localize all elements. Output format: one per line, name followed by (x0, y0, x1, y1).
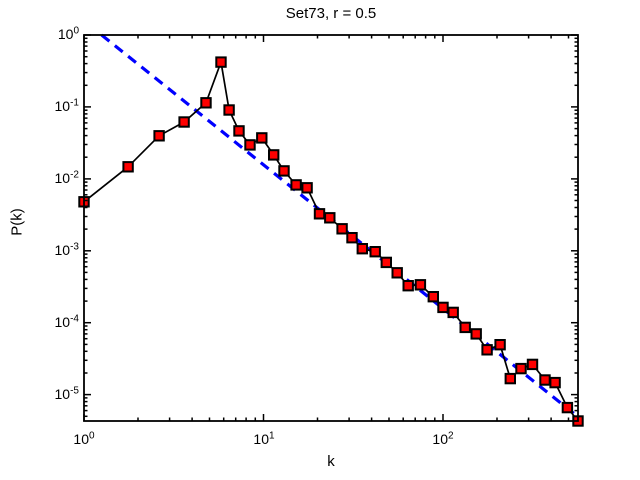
data-marker (481, 344, 493, 356)
data-marker (324, 212, 336, 224)
data-marker (470, 328, 482, 340)
data-marker (437, 301, 449, 314)
data-marker (233, 125, 245, 137)
axes-box (83, 34, 579, 422)
data-marker (427, 291, 440, 303)
data-marker (380, 256, 393, 269)
data-marker (290, 179, 302, 191)
data-marker (561, 401, 574, 414)
data-marker (414, 279, 427, 291)
data-marker (356, 243, 369, 255)
data-line (83, 58, 579, 422)
y-tick-label: 10-2 (54, 169, 79, 186)
data-marker (313, 208, 326, 220)
y-tick-label: 100 (57, 25, 79, 42)
data-marker (244, 139, 256, 151)
data-marker (402, 280, 414, 292)
data-marker (447, 306, 459, 319)
y-tick-label: 10-5 (54, 385, 79, 402)
data-marker (549, 376, 561, 389)
data-marker (178, 116, 190, 128)
data-marker (256, 132, 268, 144)
y-axis-label: P(k) (8, 208, 26, 236)
x-tick-label: 101 (253, 430, 275, 447)
data-marker (346, 232, 358, 244)
data-marker (278, 165, 290, 177)
data-marker (504, 372, 517, 385)
data-marker (200, 97, 212, 109)
data-marker (153, 130, 165, 142)
x-tick-label: 102 (432, 430, 454, 447)
data-marker (215, 56, 227, 68)
y-tick-label: 10-4 (54, 313, 79, 330)
data-marker (122, 161, 134, 173)
x-tick-label: 100 (73, 430, 95, 447)
data-marker (539, 374, 551, 386)
x-axis-label: k (327, 453, 335, 470)
data-marker (526, 358, 539, 371)
y-tick-label: 10-3 (54, 241, 79, 258)
data-marker (369, 246, 381, 258)
data-marker (515, 362, 527, 375)
data-marker (301, 182, 313, 194)
data-marker (336, 223, 348, 235)
data-marker (223, 104, 235, 116)
data-marker (459, 321, 471, 334)
data-marker (268, 149, 280, 161)
data-marker (391, 267, 403, 279)
data-marker (494, 339, 506, 351)
y-tick-label: 10-1 (54, 97, 79, 114)
chart-title: Set73, r = 0.5 (285, 5, 377, 22)
